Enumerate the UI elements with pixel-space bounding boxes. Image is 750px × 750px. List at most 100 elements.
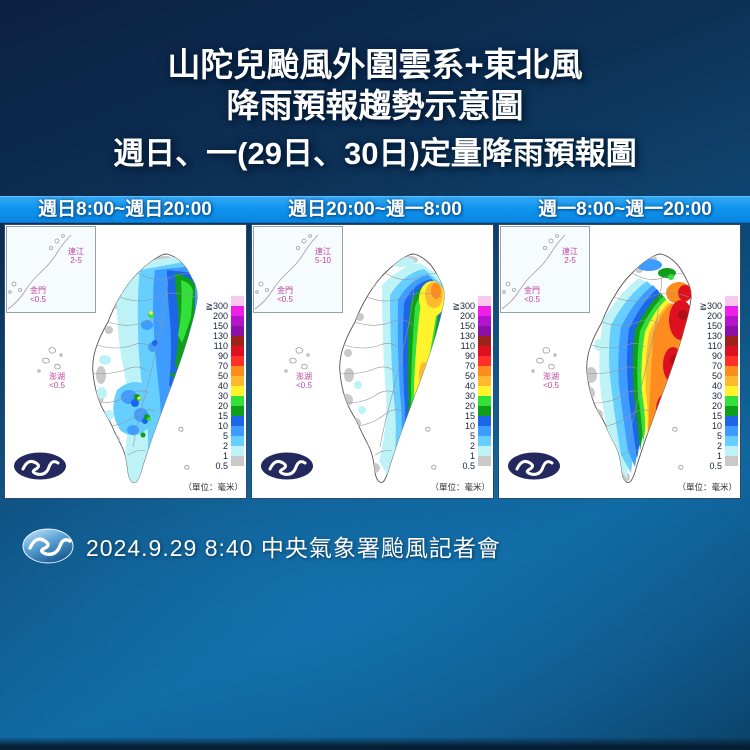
legend-color-block	[231, 346, 244, 356]
lienchiang-label: 連江	[562, 246, 578, 256]
legend-color-block	[478, 376, 491, 386]
legend-threshold-label: 1	[469, 451, 475, 461]
penghu-value: <0.5	[49, 381, 65, 390]
legend-color-block	[231, 406, 244, 416]
legend-color-block	[231, 306, 244, 316]
legend-threshold-label: 2	[469, 441, 475, 451]
legend-color-block	[725, 406, 738, 416]
legend-threshold-label: 20	[464, 401, 475, 411]
legend-color-block	[231, 396, 244, 406]
legend-color-block	[725, 366, 738, 376]
legend-threshold-label: 20	[711, 401, 722, 411]
legend-color-block	[725, 426, 738, 436]
legend-color-block	[231, 376, 244, 386]
legend-threshold-label: 10	[217, 421, 228, 431]
kinmen-label: 金門	[277, 285, 293, 295]
legend-threshold-label: 70	[711, 361, 722, 371]
legend-color-block	[725, 386, 738, 396]
legend-threshold-label: 70	[217, 361, 228, 371]
legend-color-block	[725, 436, 738, 446]
penghu-label: 澎湖	[296, 371, 312, 381]
title-line-2: 降雨預報趨勢示意圖	[226, 87, 524, 124]
cwa-wave-logo-icon	[261, 452, 313, 480]
title-line-3: 週日、一(29日、30日)定量降雨預報圖	[113, 136, 637, 171]
legend-color-block	[478, 356, 491, 366]
legend-threshold-label: 1	[222, 451, 228, 461]
legend-color-block	[725, 306, 738, 316]
legend-color-block	[478, 386, 491, 396]
title-line-1: 山陀兒颱風外圍雲系+東北風	[167, 46, 583, 83]
legend-color-block	[478, 426, 491, 436]
legend-threshold-label: 200	[706, 311, 722, 321]
offshore-islets	[672, 426, 684, 470]
legend-color-block	[478, 296, 491, 306]
county-borders	[339, 272, 443, 456]
lienchiang-value: 2-5	[564, 256, 576, 265]
kinmen-label: 金門	[30, 285, 46, 295]
penghu-label: 澎湖	[49, 371, 65, 381]
legend-color-block	[478, 406, 491, 416]
legend-threshold-label: 5	[469, 431, 475, 441]
legend-color-block	[725, 326, 738, 336]
offshore-islets	[425, 426, 437, 470]
legend-threshold-label: 10	[711, 421, 722, 431]
legend-threshold-label: 110	[707, 341, 722, 351]
legend-color-block	[231, 386, 244, 396]
legend-unit-label: （單位：毫米）	[183, 482, 243, 492]
period-header-band: 週日8:00~週日20:00 週日20:00~週一8:00 週一8:00~週一2…	[0, 196, 750, 223]
penghu-value: <0.5	[296, 381, 312, 390]
legend-color-block	[478, 416, 491, 426]
legend-threshold-label: 110	[213, 341, 228, 351]
legend-threshold-label: 15	[217, 411, 228, 421]
legend-threshold-label: 130	[459, 331, 475, 341]
legend-color-block	[725, 376, 738, 386]
legend-color-block	[231, 436, 244, 446]
legend-threshold-label: 30	[464, 391, 475, 401]
legend-color-block	[231, 456, 244, 466]
legend-color-block	[478, 316, 491, 326]
legend-threshold-label: 1	[716, 451, 722, 461]
legend-threshold-label: 5	[716, 431, 722, 441]
legend-color-block	[231, 446, 244, 456]
legend-threshold-label: 150	[706, 321, 722, 331]
lienchiang-label: 連江	[68, 246, 84, 256]
kinmen-value: <0.5	[524, 295, 540, 304]
legend-color-block	[231, 416, 244, 426]
rain-scale-legend: ≧300 200 150 130 110 90 70 50 40 30 20 15 10 5 2 1 0.5	[188, 296, 244, 471]
forecast-map-panel-sun-night: 連江 5-10 金門 <0.5 澎湖 <0.5 ≧300 200 150 130 110…	[251, 224, 494, 499]
legend-threshold-label: 10	[464, 421, 475, 431]
legend-threshold-label: 0.5	[462, 461, 475, 471]
rain-scale-legend: ≧300 200 150 130 110 90 70 50 40 30 20 15 10 5 2 1 0.5	[682, 296, 738, 471]
legend-color-block	[478, 346, 491, 356]
legend-threshold-label: 40	[217, 381, 228, 391]
title-block: 山陀兒颱風外圍雲系+東北風 降雨預報趨勢示意圖 週日、一(29日、30日)定量降…	[0, 44, 750, 174]
legend-color-block	[478, 336, 491, 346]
penghu-value: <0.5	[543, 381, 559, 390]
offshore-inset-box: 連江 5-10 金門 <0.5	[253, 226, 343, 313]
legend-color-block	[478, 366, 491, 376]
legend-threshold-label: 50	[464, 371, 475, 381]
legend-threshold-label: 5	[222, 431, 228, 441]
kinmen-value: <0.5	[30, 295, 46, 304]
legend-color-block	[725, 336, 738, 346]
taiwan-rain-map-3: 連江 2-5 金門 <0.5 澎湖 <0.5	[500, 226, 692, 483]
legend-threshold-label: ≧300	[699, 301, 722, 311]
lienchiang-value: 5-10	[315, 256, 332, 265]
legend-color-block	[725, 456, 738, 466]
penghu-islands: 澎湖 <0.5	[531, 347, 559, 390]
taiwan-rain-map-1: 連江 2-5 金門 <0.5 澎湖 <0.5	[6, 226, 198, 483]
penghu-islands: 澎湖 <0.5	[37, 347, 65, 390]
period-label-3: 週一8:00~週一20:00	[538, 199, 712, 220]
forecast-map-panel-sun-day: 連江 2-5 金門 <0.5 澎湖 <0.5 ≧300 200 150 130 110 9…	[4, 224, 247, 499]
legend-threshold-label: 200	[212, 311, 228, 321]
period-label-2: 週日20:00~週一8:00	[288, 199, 462, 220]
legend-threshold-label: 20	[217, 401, 228, 411]
legend-threshold-label: 0.5	[709, 461, 722, 471]
cwa-wave-logo-icon	[14, 452, 66, 480]
offshore-inset-box: 連江 2-5 金門 <0.5	[500, 226, 590, 313]
legend-color-block	[231, 336, 244, 346]
legend-color-block	[478, 436, 491, 446]
county-borders	[586, 272, 690, 456]
legend-threshold-label: 0.5	[215, 461, 228, 471]
